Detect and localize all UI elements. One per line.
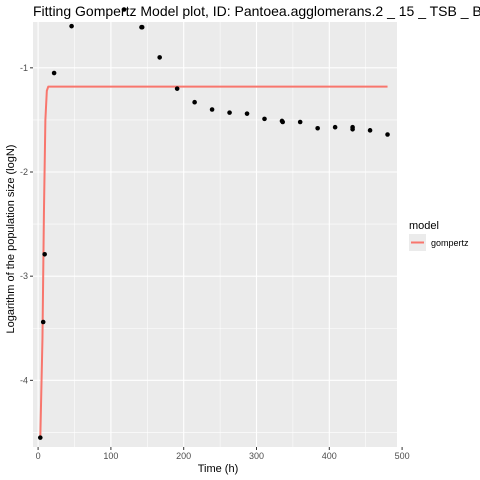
data-point — [350, 126, 355, 132]
data-point — [40, 319, 46, 325]
legend-title: model — [409, 220, 439, 232]
data-point — [157, 55, 162, 60]
x-tick-label: 400 — [322, 451, 337, 461]
data-point — [367, 128, 373, 133]
data-point — [42, 251, 47, 257]
data-point — [227, 110, 232, 115]
y-tick-label: -3 — [20, 271, 28, 281]
data-point — [262, 116, 267, 122]
data-point — [51, 70, 57, 76]
legend: model gompertz — [409, 220, 469, 251]
data-point — [244, 111, 250, 116]
data-point — [174, 86, 180, 91]
x-tick-label: 0 — [36, 451, 41, 461]
x-tick-label: 200 — [176, 451, 191, 461]
plot-panel — [33, 22, 397, 447]
y-axis-title: Logarithm of the population size (logN) — [5, 145, 17, 334]
chart-title: Fitting Gompertz Model plot, ID: Pantoea… — [33, 3, 480, 19]
data-point — [280, 119, 286, 125]
data-point — [69, 23, 74, 29]
legend-label-gompertz: gompertz — [431, 238, 469, 248]
series-layer — [39, 85, 388, 439]
y-tick-label: -1 — [20, 63, 28, 73]
data-point — [385, 132, 390, 137]
x-axis-title: Time (h) — [198, 463, 239, 475]
data-point — [209, 107, 215, 112]
y-tick-label: -2 — [20, 167, 28, 177]
major-gridlines — [33, 22, 397, 447]
data-point — [297, 119, 303, 125]
data-point — [121, 7, 127, 12]
data-point — [315, 125, 320, 131]
series-line-gompertz — [39, 85, 388, 439]
data-point — [332, 124, 338, 130]
x-tick-label: 500 — [395, 451, 410, 461]
axis-ticks — [30, 67, 403, 450]
x-tick-label: 300 — [249, 451, 264, 461]
data-point — [139, 24, 145, 30]
data-point — [37, 435, 43, 440]
data-point — [192, 99, 197, 105]
minor-gridlines — [33, 22, 397, 447]
y-tick-labels: -4 -3 -2 -1 — [20, 63, 28, 386]
y-tick-label: -4 — [20, 375, 28, 385]
x-tick-labels: 0 100 200 300 400 500 — [36, 451, 410, 461]
points-layer — [37, 7, 390, 440]
x-tick-label: 100 — [103, 451, 118, 461]
